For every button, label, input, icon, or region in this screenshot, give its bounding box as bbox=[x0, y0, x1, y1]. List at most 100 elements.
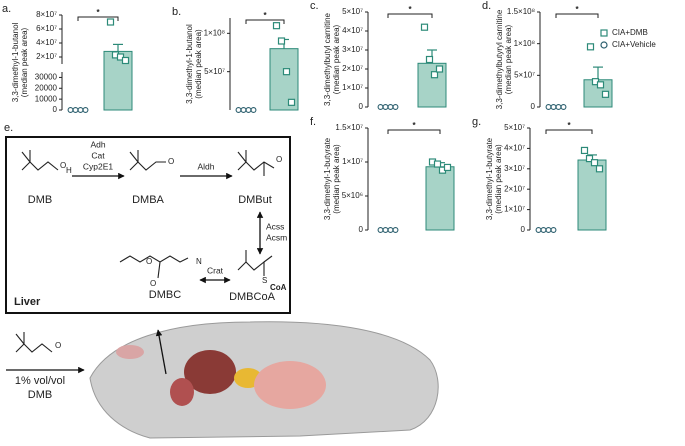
panel-label: f. bbox=[310, 116, 316, 128]
significance-label: * bbox=[575, 5, 579, 14]
dose-label: DMB bbox=[28, 389, 52, 401]
y-tick-label: 0 bbox=[359, 225, 364, 234]
atom: O bbox=[60, 161, 66, 170]
bond bbox=[157, 261, 161, 279]
y-tick-label: 4×10⁷ bbox=[342, 26, 363, 35]
data-point bbox=[443, 163, 452, 172]
legend: CIA+DMB CIA+Vehicle bbox=[600, 28, 656, 49]
panel-label: c. bbox=[310, 0, 319, 12]
data-point bbox=[420, 23, 429, 31]
data-point bbox=[245, 107, 252, 113]
y-tick-label: 1×10⁸ bbox=[204, 28, 225, 37]
data-point bbox=[77, 107, 84, 113]
data-point bbox=[240, 107, 247, 113]
data-point bbox=[435, 65, 444, 73]
y-axis-label: 3,3-dimethylbutyryl carnitine bbox=[495, 9, 504, 109]
liver-box bbox=[5, 136, 291, 314]
y-tick-label: 2×10⁷ bbox=[36, 52, 57, 61]
pathway-diagram: e. Liver O H DMB O DMBA O DMBut S CoA DM… bbox=[4, 122, 439, 439]
data-point bbox=[387, 227, 394, 233]
y-axis-label: (median peak area) bbox=[332, 24, 341, 94]
panel-label: d. bbox=[482, 0, 491, 12]
data-point bbox=[235, 107, 242, 113]
significance-label: * bbox=[96, 8, 100, 17]
bond bbox=[15, 333, 25, 345]
atom: O bbox=[146, 257, 152, 266]
data-point bbox=[580, 146, 589, 155]
y-tick-label: 30000 bbox=[35, 73, 58, 82]
y-axis-label: 3,3-dimethyl-1-butyrate bbox=[323, 137, 332, 220]
bond bbox=[237, 151, 247, 163]
atom: O bbox=[55, 341, 61, 350]
data-point bbox=[545, 104, 552, 110]
data-point bbox=[382, 227, 389, 233]
molecule-skeleton bbox=[129, 161, 166, 171]
data-point bbox=[560, 104, 567, 110]
y-tick-label: 0 bbox=[521, 225, 526, 234]
data-point bbox=[430, 71, 439, 79]
y-tick-label: 1×10⁷ bbox=[342, 157, 363, 166]
data-point bbox=[282, 68, 291, 76]
data-point bbox=[250, 107, 257, 113]
significance-bracket bbox=[245, 19, 285, 24]
y-axis-label: (median peak area) bbox=[20, 27, 29, 97]
bond bbox=[129, 151, 139, 163]
data-point bbox=[387, 104, 394, 110]
y-axis-label: 3,3-dimethyl-1-butyrate bbox=[485, 137, 494, 220]
data-point bbox=[601, 90, 610, 98]
y-axis-label: (median peak area) bbox=[194, 29, 203, 99]
y-tick-label: 1×10⁷ bbox=[342, 83, 363, 92]
y-tick-label: 0 bbox=[531, 102, 536, 111]
molecule-skeleton bbox=[237, 260, 265, 276]
significance-bracket bbox=[545, 129, 593, 134]
atom: N bbox=[196, 257, 202, 266]
y-tick-label: 20000 bbox=[35, 83, 58, 92]
y-tick-label: 5×10⁶ bbox=[342, 191, 363, 200]
data-point bbox=[550, 104, 557, 110]
data-point bbox=[585, 155, 594, 163]
molecule-label: DMBA bbox=[132, 194, 164, 206]
y-tick-label: 1.5×10⁷ bbox=[335, 123, 363, 132]
y-tick-label: 0 bbox=[53, 105, 58, 114]
y-tick-label: 2×10⁷ bbox=[504, 184, 525, 193]
molecule-skeleton bbox=[237, 161, 275, 171]
y-axis-label: 3,3-dimethyl-1-butanol bbox=[11, 22, 20, 102]
data-point bbox=[382, 104, 389, 110]
enzyme-label: Acsm bbox=[266, 232, 287, 242]
y-axis-label: (median peak area) bbox=[494, 144, 503, 214]
data-point bbox=[121, 56, 130, 65]
organ bbox=[170, 378, 194, 406]
molecule-skeleton bbox=[15, 343, 53, 353]
data-point bbox=[277, 37, 286, 45]
significance-bracket bbox=[77, 16, 119, 21]
y-tick-label: 5×10⁷ bbox=[504, 123, 525, 132]
atom: H bbox=[66, 166, 72, 175]
atom: O bbox=[150, 279, 156, 288]
molecule-label: DMB bbox=[28, 194, 52, 206]
legend-label: CIA+Vehicle bbox=[612, 40, 656, 49]
y-tick-label: 3×10⁷ bbox=[342, 45, 363, 54]
y-tick-label: 0 bbox=[359, 102, 364, 111]
data-point bbox=[82, 107, 89, 113]
y-axis-label: (median peak area) bbox=[504, 24, 513, 94]
molecule-label: DMBCoA bbox=[229, 291, 276, 303]
y-tick-label: 8×10⁷ bbox=[36, 10, 57, 19]
data-point bbox=[545, 227, 552, 233]
y-tick-label: 4×10⁷ bbox=[36, 38, 57, 47]
data-point bbox=[287, 98, 296, 106]
enzyme-label: Acss bbox=[266, 221, 284, 231]
significance-bracket bbox=[387, 129, 441, 134]
data-point bbox=[392, 227, 399, 233]
data-point bbox=[535, 227, 542, 233]
data-point bbox=[595, 165, 604, 173]
data-point bbox=[392, 104, 399, 110]
data-point bbox=[555, 104, 562, 110]
data-point bbox=[67, 107, 74, 113]
bond bbox=[21, 151, 31, 163]
y-tick-label: 5×10⁷ bbox=[342, 7, 363, 16]
significance-label: * bbox=[263, 11, 267, 20]
y-axis-label: (median peak area) bbox=[332, 144, 341, 214]
data-point bbox=[272, 22, 281, 30]
enzyme-label: Crat bbox=[207, 265, 224, 275]
